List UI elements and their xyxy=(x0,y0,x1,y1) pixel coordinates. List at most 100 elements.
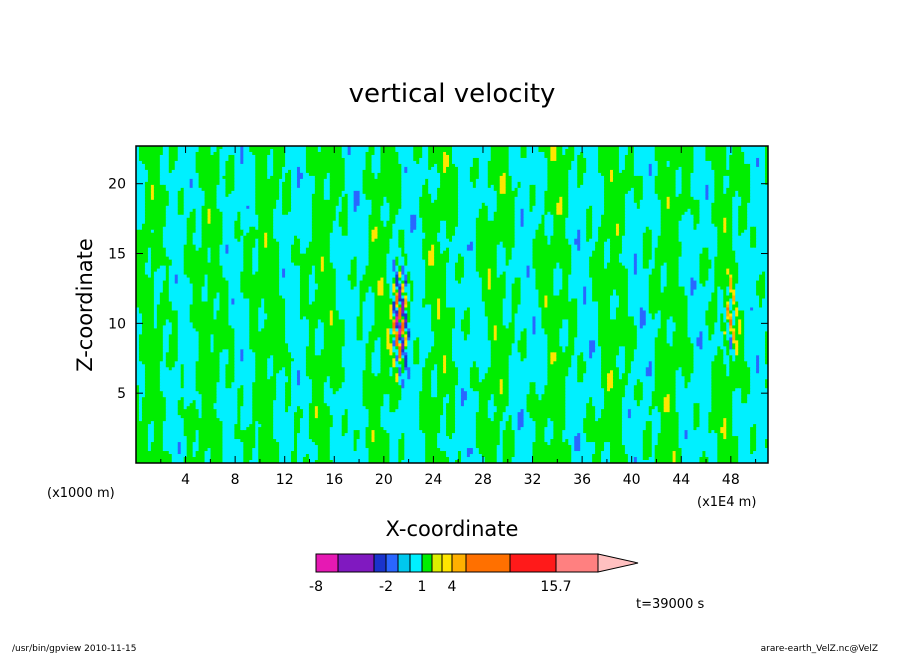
field-cell xyxy=(323,187,328,192)
field-cell xyxy=(562,160,566,165)
field-cell xyxy=(219,157,224,162)
field-cell xyxy=(273,172,277,177)
field-cell xyxy=(475,166,480,171)
field-cell xyxy=(559,196,563,201)
field-cell xyxy=(532,178,537,183)
field-cell xyxy=(150,178,155,183)
field-cell xyxy=(255,154,259,159)
field-cell xyxy=(270,163,274,168)
field-cell xyxy=(201,151,206,156)
field-cell xyxy=(586,172,590,177)
field-cell xyxy=(726,169,730,174)
field-cell xyxy=(577,181,581,186)
field-cell xyxy=(738,166,742,171)
field-cell xyxy=(678,184,683,189)
field-cell xyxy=(320,154,325,159)
field-cell xyxy=(577,205,581,210)
field-cell xyxy=(517,172,522,177)
field-cell xyxy=(514,178,519,183)
field-cell xyxy=(386,160,390,165)
field-cell xyxy=(165,187,170,192)
field-cell xyxy=(574,184,578,189)
field-cell xyxy=(398,202,402,207)
field-cell xyxy=(162,208,167,213)
field-cell xyxy=(747,148,751,153)
field-cell xyxy=(550,148,554,153)
field-cell xyxy=(511,146,516,150)
field-cell xyxy=(562,208,566,213)
field-cell xyxy=(595,148,599,153)
field-cell xyxy=(183,151,188,156)
field-cell xyxy=(449,148,453,153)
field-cell xyxy=(618,184,623,189)
field-cell xyxy=(210,196,215,201)
field-cell xyxy=(276,166,280,171)
field-cell xyxy=(261,172,265,177)
field-cell xyxy=(693,184,698,189)
field-cell xyxy=(627,205,632,210)
field-cell xyxy=(759,157,763,162)
field-cell xyxy=(395,166,399,171)
field-cell xyxy=(529,175,534,180)
field-cell xyxy=(645,196,650,201)
field-cell xyxy=(544,157,548,162)
field-cell xyxy=(353,196,358,201)
field-cell xyxy=(460,172,465,177)
field-cell xyxy=(598,160,602,165)
field-cell xyxy=(368,199,373,204)
field-cell xyxy=(541,199,546,204)
field-cell xyxy=(610,202,614,207)
field-cell xyxy=(404,199,408,204)
field-cell xyxy=(699,146,704,150)
field-cell xyxy=(159,199,164,204)
field-cell xyxy=(162,184,167,189)
field-cell xyxy=(756,163,760,168)
field-cell xyxy=(711,146,715,150)
field-cell xyxy=(702,160,706,165)
field-cell xyxy=(252,184,256,189)
field-cell xyxy=(487,202,492,207)
field-cell xyxy=(541,187,546,192)
field-cell xyxy=(162,160,167,165)
field-cell xyxy=(753,199,757,204)
field-cell xyxy=(392,202,396,207)
field-cell xyxy=(466,172,471,177)
field-cell xyxy=(365,196,370,201)
field-cell xyxy=(711,190,715,195)
field-cell xyxy=(240,172,244,177)
field-cell xyxy=(347,175,352,180)
field-cell xyxy=(478,157,483,162)
field-cell xyxy=(556,199,560,204)
field-cell xyxy=(583,190,587,195)
field-cell xyxy=(165,154,170,159)
field-cell xyxy=(601,196,605,201)
field-cell xyxy=(311,166,316,171)
field-cell xyxy=(168,157,173,162)
field-cell xyxy=(261,205,265,210)
field-cell xyxy=(568,190,572,195)
field-cell xyxy=(651,163,656,168)
field-cell xyxy=(574,154,578,159)
field-cell xyxy=(741,151,745,156)
field-cell xyxy=(475,190,480,195)
field-cell xyxy=(383,181,388,186)
field-cell xyxy=(389,175,393,180)
field-cell xyxy=(419,172,423,177)
field-cell xyxy=(377,163,382,168)
field-cell xyxy=(454,157,459,162)
field-cell xyxy=(302,190,307,195)
field-cell xyxy=(601,199,605,204)
field-cell xyxy=(246,205,250,210)
field-cell xyxy=(499,175,504,180)
field-cell xyxy=(234,169,238,174)
field-cell xyxy=(434,178,438,183)
field-cell xyxy=(624,166,629,171)
field-cell xyxy=(279,166,283,171)
field-cell xyxy=(147,193,152,198)
field-cell xyxy=(610,184,614,189)
field-cell xyxy=(550,208,554,213)
field-cell xyxy=(672,146,677,150)
field-cell xyxy=(308,199,313,204)
field-cell xyxy=(684,205,689,210)
field-cell xyxy=(547,169,551,174)
